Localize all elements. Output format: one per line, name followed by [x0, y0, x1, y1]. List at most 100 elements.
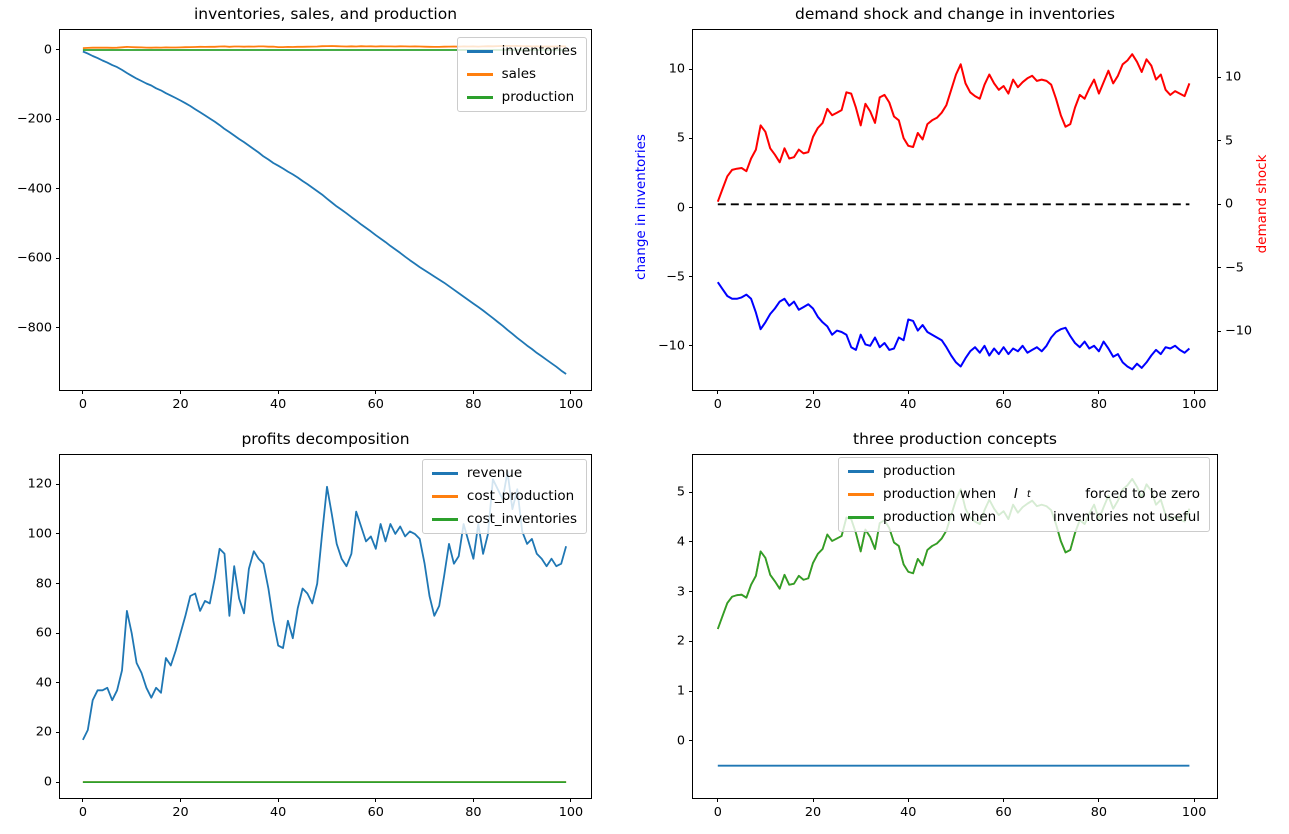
y-tick-label: 0 [43, 42, 52, 58]
y-tick-mark [689, 640, 693, 642]
y-tick-label: −10 [657, 338, 685, 354]
y-axis-label-left: change in inventories [633, 134, 649, 280]
legend-label-right: inventories not useful [1053, 509, 1200, 525]
legend-item: cost_inventories [431, 511, 577, 528]
y-tick-label: 0 [676, 733, 685, 749]
y-tick-label: 5 [676, 130, 685, 146]
x-tick-label: 20 [804, 805, 822, 820]
y-tick-mark [56, 257, 60, 259]
y-tick-mark [56, 583, 60, 585]
y-tick-mark [56, 483, 60, 485]
x-tick-mark [1098, 390, 1100, 394]
y-tick-label: 60 [35, 625, 52, 641]
y-tick-label: −5 [666, 269, 685, 285]
legend-swatch-green [431, 518, 458, 521]
y-tick-mark-right [1217, 203, 1221, 205]
y-tick-label: 120 [27, 476, 52, 492]
y-tick-label: 5 [676, 484, 685, 500]
y-tick-mark [689, 345, 693, 347]
line-demand_shock [716, 53, 1191, 203]
x-tick-label: 60 [995, 397, 1012, 412]
y-tick-mark [689, 137, 693, 139]
y-tick-mark [56, 118, 60, 120]
y-tick-label-right: −5 [1225, 260, 1244, 276]
legend-swatch-blue [431, 472, 458, 475]
legend-item: sales [466, 66, 577, 83]
x-tick-mark [82, 798, 84, 802]
x-tick-label: 0 [713, 805, 722, 820]
y-tick-label-right: −10 [1225, 323, 1253, 339]
x-tick-label: 20 [804, 397, 822, 412]
math-subscript-t: t [1026, 489, 1031, 500]
legend-item: cost_production [431, 488, 577, 505]
legend: inventories sales production [456, 37, 587, 112]
x-tick-mark [180, 390, 182, 394]
x-tick-label: 100 [558, 805, 584, 820]
y-tick-label-right: 10 [1225, 69, 1242, 85]
y-tick-mark-right [1217, 267, 1221, 269]
x-tick-label: 20 [172, 805, 189, 820]
math-symbol-I: I [1013, 486, 1018, 502]
x-tick-label: 100 [558, 397, 584, 412]
x-tick-mark [82, 390, 84, 394]
legend-swatch-green [848, 516, 874, 519]
line-change_in_inventories [716, 281, 1191, 371]
x-tick-label: 40 [270, 805, 287, 820]
y-tick-mark [56, 49, 60, 51]
x-tick-mark [1003, 390, 1005, 394]
x-tick-mark [907, 390, 909, 394]
x-tick-label: 60 [995, 805, 1012, 820]
chart-title: three production concepts [853, 430, 1057, 448]
chart-title: inventories, sales, and production [193, 5, 458, 23]
line-inventories [82, 50, 567, 375]
y-tick-label: −200 [16, 111, 52, 127]
x-tick-label: 40 [270, 397, 287, 412]
x-tick-mark [1098, 798, 1100, 802]
y-tick-mark [689, 276, 693, 278]
x-tick-mark [717, 798, 719, 802]
y-tick-mark [56, 781, 60, 783]
x-tick-mark [570, 390, 572, 394]
x-tick-mark [375, 390, 377, 394]
axes-three-production-concepts: three production concepts production pro… [677, 430, 1218, 820]
y-tick-label: 0 [43, 774, 52, 790]
legend-item: production [848, 463, 1200, 480]
legend-swatch-orange [466, 73, 493, 76]
y-tick-label-right: 0 [1225, 196, 1234, 212]
y-tick-mark [56, 731, 60, 733]
chart-title: demand shock and change in inventories [795, 5, 1115, 23]
y-tick-label: −400 [16, 181, 52, 197]
legend-label: sales [501, 66, 537, 82]
y-tick-mark [689, 690, 693, 692]
x-tick-mark [1193, 390, 1195, 394]
legend-item: revenue [431, 465, 577, 482]
legend: revenue cost_production cost_inventories [421, 459, 587, 534]
y-tick-label: 3 [676, 584, 685, 600]
y-tick-label-right: 5 [1225, 133, 1234, 149]
legend-label: production [501, 89, 575, 105]
x-tick-label: 20 [172, 397, 189, 412]
x-tick-label: 100 [1181, 397, 1207, 412]
legend-label: production when [883, 486, 1005, 502]
x-tick-label: 60 [367, 397, 384, 412]
y-tick-mark [689, 491, 693, 493]
legend-swatch-orange [431, 495, 458, 498]
x-tick-label: 0 [78, 397, 88, 412]
x-tick-label: 60 [367, 805, 384, 820]
axes-demand-shock: demand shock and change in inventories 0… [658, 5, 1252, 412]
y-tick-label: 1 [676, 683, 685, 699]
legend-swatch-green [466, 96, 493, 99]
y-tick-mark [689, 541, 693, 543]
legend-label: production [883, 463, 956, 479]
legend-item: production [466, 89, 577, 106]
plot-area-tr [716, 53, 1191, 371]
x-tick-mark [472, 390, 474, 394]
y-tick-label: 40 [35, 675, 52, 691]
y-tick-label: 4 [676, 534, 685, 550]
y-tick-mark [56, 188, 60, 190]
x-tick-mark [1003, 798, 1005, 802]
x-tick-label: 80 [465, 397, 482, 412]
x-tick-label: 40 [900, 397, 917, 412]
